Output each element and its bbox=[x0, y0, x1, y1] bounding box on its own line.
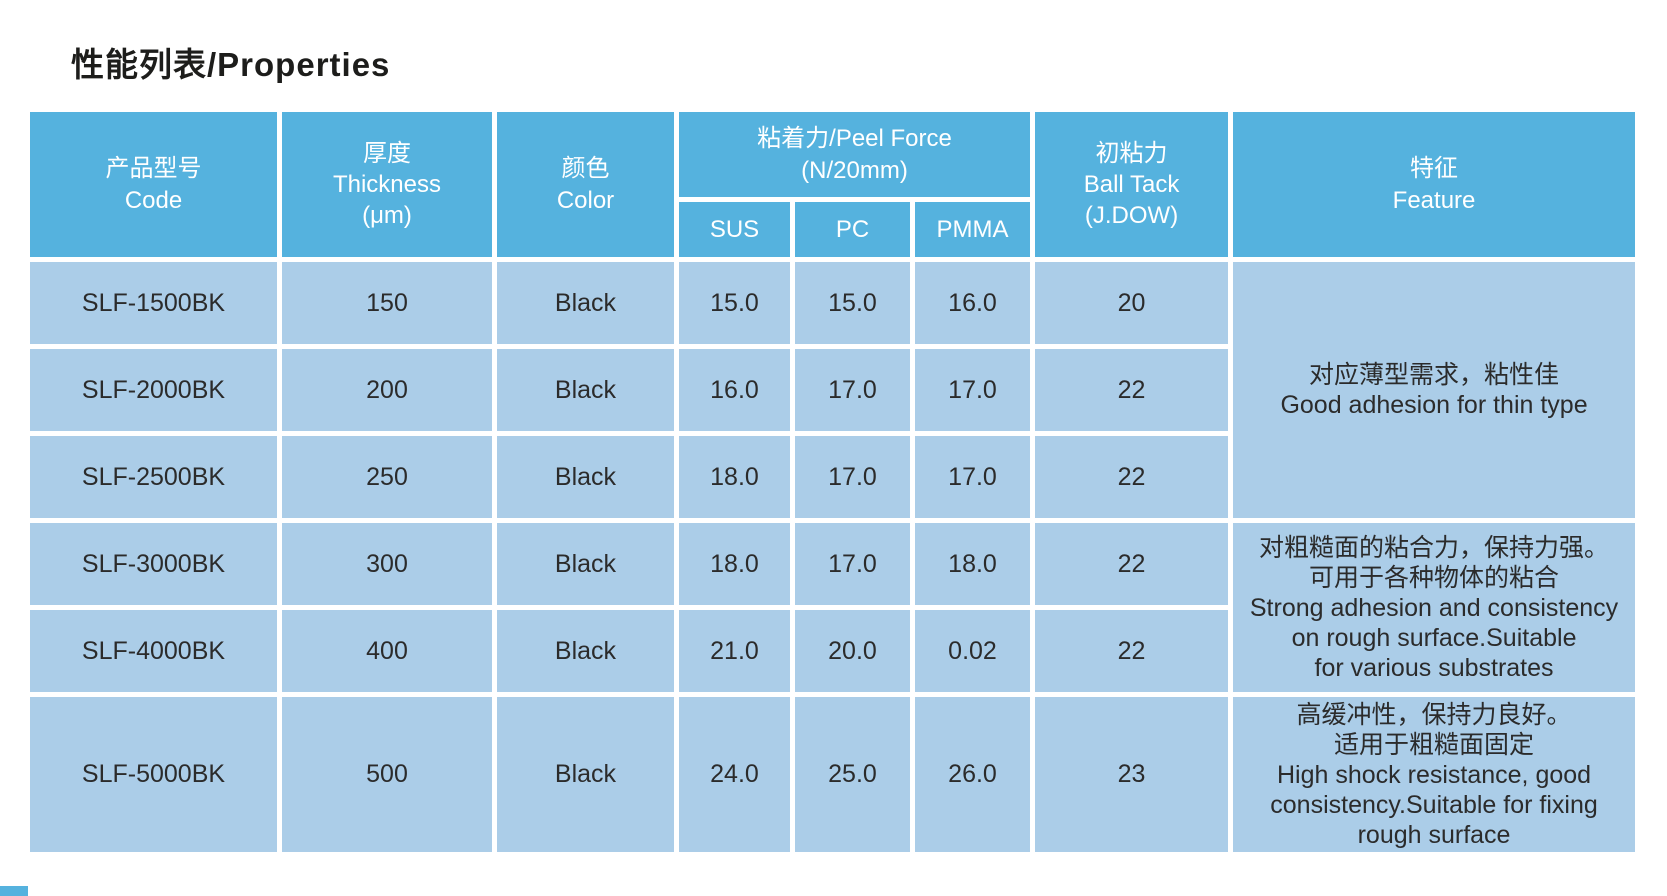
header-feature: 特征 Feature bbox=[1233, 112, 1636, 257]
cell-color: Black bbox=[497, 349, 674, 431]
header-code: 产品型号 Code bbox=[30, 112, 277, 257]
cell-peel-pmma: 18.0 bbox=[915, 523, 1031, 605]
cell-ball-tack: 22 bbox=[1035, 610, 1229, 692]
header-color: 颜色 Color bbox=[497, 112, 674, 257]
cell-peel-pc: 15.0 bbox=[795, 262, 910, 344]
cell-thickness: 200 bbox=[282, 349, 492, 431]
cell-peel-pmma: 26.0 bbox=[915, 697, 1031, 852]
properties-table: 产品型号 Code 厚度 Thickness (μm) 颜色 Color 粘着力… bbox=[25, 107, 1640, 857]
cell-code: SLF-2000BK bbox=[30, 349, 277, 431]
cell-ball-tack: 23 bbox=[1035, 697, 1229, 852]
page-title: 性能列表/Properties bbox=[71, 46, 391, 83]
cell-peel-sus: 24.0 bbox=[679, 697, 790, 852]
table-row: SLF-3000BK 300 Black 18.0 17.0 18.0 22 对… bbox=[30, 523, 1636, 692]
header-peel-force: 粘着力/Peel Force (N/20mm) bbox=[679, 112, 1031, 197]
cell-ball-tack: 22 bbox=[1035, 523, 1229, 605]
cell-peel-pmma: 0.02 bbox=[915, 610, 1031, 692]
cell-thickness: 400 bbox=[282, 610, 492, 692]
cell-ball-tack: 20 bbox=[1035, 262, 1229, 344]
cell-code: SLF-2500BK bbox=[30, 436, 277, 518]
cell-peel-pc: 17.0 bbox=[795, 436, 910, 518]
cell-ball-tack: 22 bbox=[1035, 436, 1229, 518]
cell-peel-sus: 18.0 bbox=[679, 436, 790, 518]
cell-peel-pc: 25.0 bbox=[795, 697, 910, 852]
header-thickness: 厚度 Thickness (μm) bbox=[282, 112, 492, 257]
cell-peel-sus: 15.0 bbox=[679, 262, 790, 344]
cell-peel-pmma: 16.0 bbox=[915, 262, 1031, 344]
cell-peel-sus: 21.0 bbox=[679, 610, 790, 692]
header-sus: SUS bbox=[679, 202, 790, 257]
table-body: SLF-1500BK 150 Black 15.0 15.0 16.0 20 对… bbox=[30, 262, 1636, 852]
cell-color: Black bbox=[497, 610, 674, 692]
cell-feature: 对应薄型需求，粘性佳 Good adhesion for thin type bbox=[1233, 262, 1636, 518]
cell-thickness: 150 bbox=[282, 262, 492, 344]
cell-peel-pc: 17.0 bbox=[795, 523, 910, 605]
cell-color: Black bbox=[497, 523, 674, 605]
header-row-sub: SUS PC PMMA bbox=[30, 202, 1635, 257]
header-ball-tack: 初粘力 Ball Tack (J.DOW) bbox=[1035, 112, 1229, 257]
cell-code: SLF-4000BK bbox=[30, 610, 277, 692]
cell-peel-pc: 17.0 bbox=[795, 349, 910, 431]
table-row: SLF-2000BK 200 Black 16.0 17.0 17.0 22 bbox=[30, 349, 1635, 431]
cell-feature: 对粗糙面的粘合力，保持力强。 可用于各种物体的粘合 Strong adhesio… bbox=[1233, 523, 1636, 692]
header-pmma: PMMA bbox=[915, 202, 1031, 257]
header-pc: PC bbox=[795, 202, 910, 257]
table-row: SLF-4000BK 400 Black 21.0 20.0 0.02 22 bbox=[30, 610, 1635, 692]
cell-peel-sus: 16.0 bbox=[679, 349, 790, 431]
cell-peel-pc: 20.0 bbox=[795, 610, 910, 692]
cell-thickness: 500 bbox=[282, 697, 492, 852]
cell-thickness: 300 bbox=[282, 523, 492, 605]
table-row: SLF-2500BK 250 Black 18.0 17.0 17.0 22 bbox=[30, 436, 1635, 518]
cell-color: Black bbox=[497, 436, 674, 518]
table-header: 产品型号 Code 厚度 Thickness (μm) 颜色 Color 粘着力… bbox=[30, 112, 1636, 257]
cell-code: SLF-5000BK bbox=[30, 697, 277, 852]
corner-decoration bbox=[0, 886, 28, 896]
header-row-main: 产品型号 Code 厚度 Thickness (μm) 颜色 Color 粘着力… bbox=[30, 112, 1636, 257]
cell-code: SLF-3000BK bbox=[30, 523, 277, 605]
cell-thickness: 250 bbox=[282, 436, 492, 518]
table-row: SLF-1500BK 150 Black 15.0 15.0 16.0 20 对… bbox=[30, 262, 1636, 518]
cell-peel-pmma: 17.0 bbox=[915, 436, 1031, 518]
cell-peel-sus: 18.0 bbox=[679, 523, 790, 605]
cell-color: Black bbox=[497, 697, 674, 852]
cell-color: Black bbox=[497, 262, 674, 344]
cell-ball-tack: 22 bbox=[1035, 349, 1229, 431]
cell-peel-pmma: 17.0 bbox=[915, 349, 1031, 431]
table-row: SLF-5000BK 500 Black 24.0 25.0 26.0 23 高… bbox=[30, 697, 1636, 852]
cell-code: SLF-1500BK bbox=[30, 262, 277, 344]
cell-feature: 高缓冲性，保持力良好。 适用于粗糙面固定 High shock resistan… bbox=[1233, 697, 1636, 852]
